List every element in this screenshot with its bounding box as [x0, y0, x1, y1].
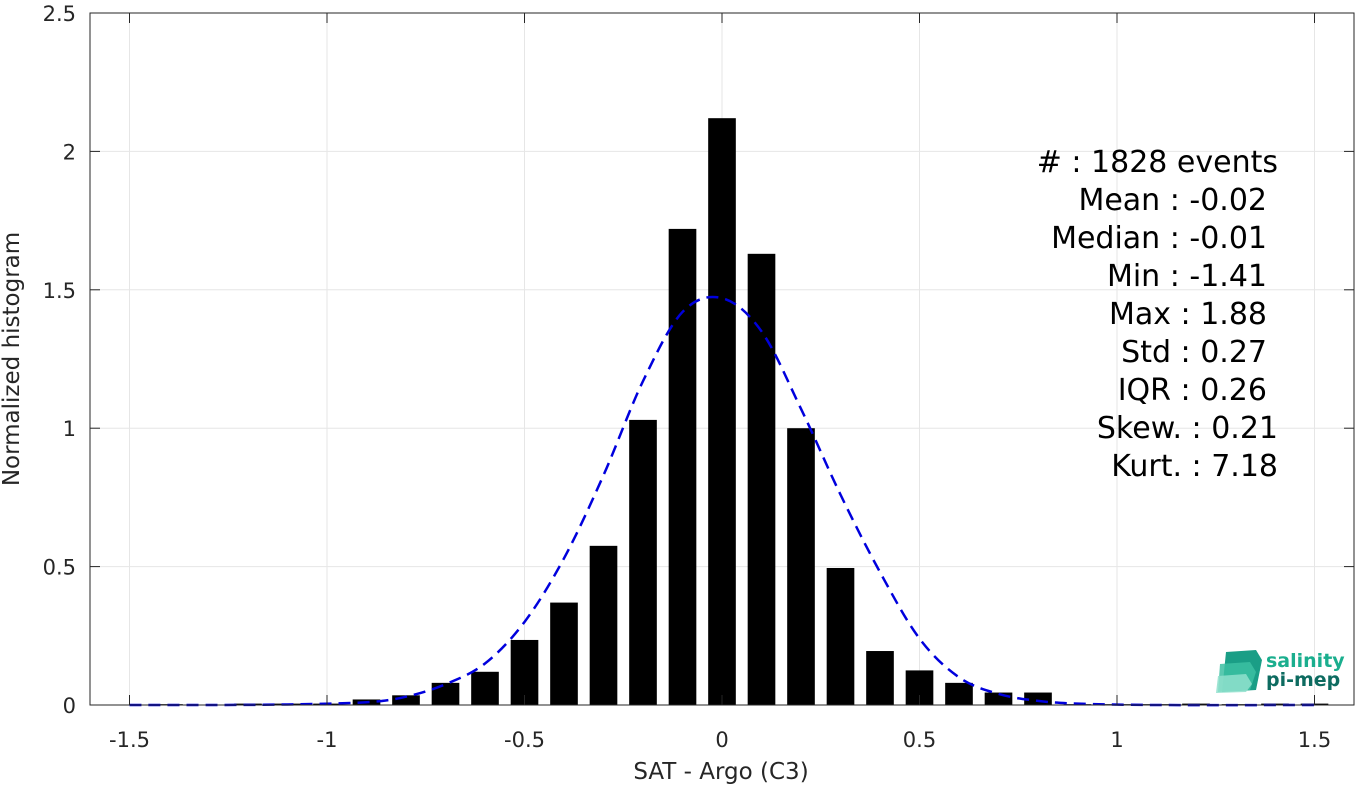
histogram-bar: [550, 602, 578, 705]
logo-line-2: pi-mep: [1266, 669, 1340, 691]
stat-kurt: Kurt. : 7.18: [1111, 449, 1278, 484]
histogram-bars: [155, 118, 1329, 706]
y-axis-label: Normalized histogram: [0, 232, 25, 486]
y-tick-label: 2.5: [43, 2, 76, 26]
x-tick-label: 1.5: [1298, 728, 1331, 752]
histogram-bar: [668, 228, 697, 706]
stat-iqr: IQR : 0.26: [1118, 373, 1267, 408]
wave-logo-icon: [1216, 650, 1262, 693]
gaussian-fit-curve: [129, 295, 1315, 707]
histogram-bar: [984, 692, 1013, 705]
histogram-bar: [392, 695, 420, 705]
stat-mean: Mean : -0.02: [1078, 183, 1267, 218]
x-tick-label: 1: [1110, 728, 1123, 752]
x-tick-label: -0.5: [504, 728, 545, 752]
y-tick-label: 0: [63, 694, 76, 718]
histogram-bar: [471, 671, 499, 705]
salinity-pimep-logo: salinity pi-mep: [1216, 650, 1345, 693]
stats-box: # : 1828 events Mean : -0.02 Median : -0…: [1037, 145, 1278, 484]
stat-median: Median : -0.01: [1051, 221, 1267, 256]
x-tick-label: -1: [317, 728, 338, 752]
histogram-bar: [826, 567, 855, 705]
fit-curve-layer: [129, 295, 1315, 707]
logo-line-1: salinity: [1266, 650, 1345, 672]
stat-min: Min : -1.41: [1107, 259, 1267, 294]
y-tick-label: 2: [63, 140, 76, 164]
x-axis-label: SAT - Argo (C3): [633, 759, 808, 785]
histogram-bar: [510, 639, 539, 705]
histogram-bar: [589, 545, 618, 705]
histogram-bar: [945, 682, 973, 705]
histogram-bar: [708, 118, 736, 705]
y-tick-labels: 0 0.5 1 1.5 2 2.5: [43, 2, 76, 718]
stat-skew: Skew. : 0.21: [1097, 411, 1278, 446]
histogram-bar: [747, 253, 776, 706]
y-tick-label: 1.5: [43, 279, 76, 303]
stat-std: Std : 0.27: [1121, 335, 1267, 370]
y-tick-label: 0.5: [43, 556, 76, 580]
x-tick-labels: -1.5 -1 -0.5 0 0.5 1 1.5: [109, 728, 1331, 752]
histogram-bar: [431, 682, 460, 705]
x-tick-label: 0.5: [903, 728, 936, 752]
histogram-bar: [787, 428, 815, 705]
histogram-bar: [629, 419, 657, 705]
y-tick-label: 1: [63, 417, 76, 441]
x-tick-label: -1.5: [109, 728, 150, 752]
histogram-bar: [866, 651, 894, 705]
axes-frame: [89, 12, 1355, 706]
x-tick-label: 0: [715, 728, 728, 752]
stat-max: Max : 1.88: [1109, 297, 1267, 332]
stat-events: # : 1828 events: [1037, 145, 1278, 180]
